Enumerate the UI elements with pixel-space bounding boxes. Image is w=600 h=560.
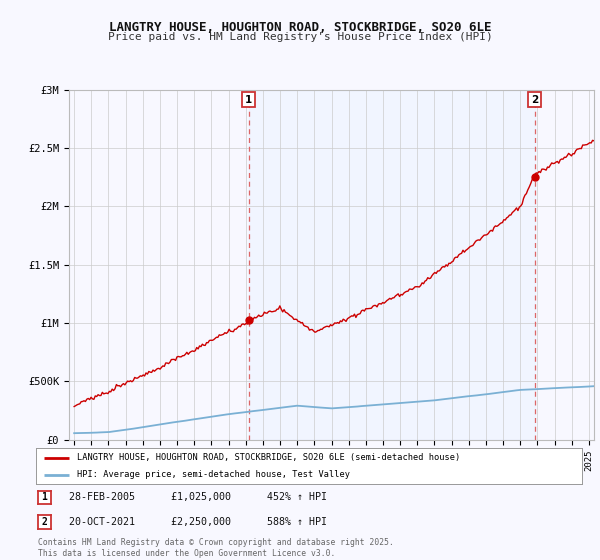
Text: 1: 1	[41, 492, 47, 502]
Text: LANGTRY HOUSE, HOUGHTON ROAD, STOCKBRIDGE, SO20 6LE (semi-detached house): LANGTRY HOUSE, HOUGHTON ROAD, STOCKBRIDG…	[77, 454, 460, 463]
Text: HPI: Average price, semi-detached house, Test Valley: HPI: Average price, semi-detached house,…	[77, 470, 350, 479]
Text: Contains HM Land Registry data © Crown copyright and database right 2025.
This d: Contains HM Land Registry data © Crown c…	[38, 538, 394, 558]
Bar	[248, 90, 535, 440]
Text: 2: 2	[41, 517, 47, 527]
Text: Price paid vs. HM Land Registry's House Price Index (HPI): Price paid vs. HM Land Registry's House …	[107, 32, 493, 43]
Text: 2: 2	[531, 95, 538, 105]
Text: 20-OCT-2021      £2,250,000      588% ↑ HPI: 20-OCT-2021 £2,250,000 588% ↑ HPI	[57, 517, 327, 527]
Text: LANGTRY HOUSE, HOUGHTON ROAD, STOCKBRIDGE, SO20 6LE: LANGTRY HOUSE, HOUGHTON ROAD, STOCKBRIDG…	[109, 21, 491, 34]
Text: 28-FEB-2005      £1,025,000      452% ↑ HPI: 28-FEB-2005 £1,025,000 452% ↑ HPI	[57, 492, 327, 502]
Text: 1: 1	[245, 95, 252, 105]
